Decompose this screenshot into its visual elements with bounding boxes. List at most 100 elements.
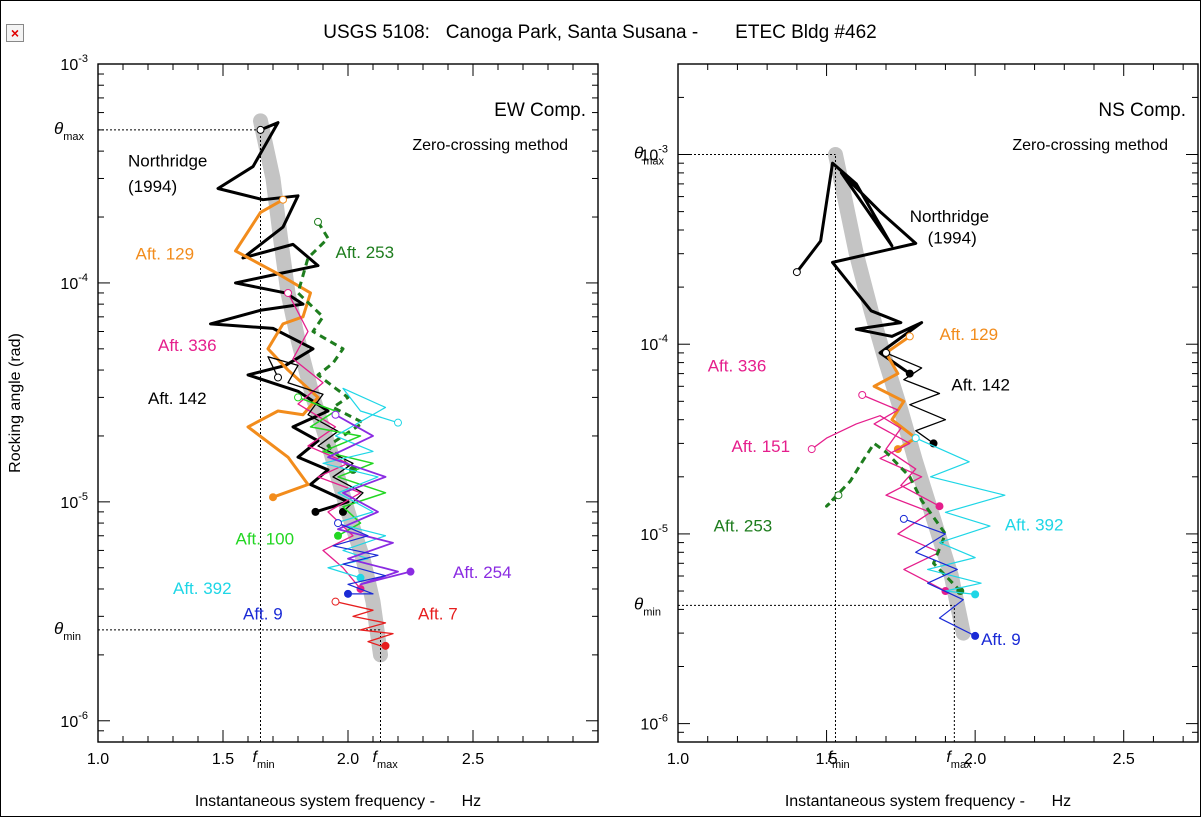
trend-band	[827, 147, 971, 641]
series-start-point	[792, 268, 801, 277]
x-marker-symbol: f	[373, 749, 379, 766]
y-marker-subscript: max	[63, 131, 84, 143]
y-tick-label: 10-4	[60, 272, 88, 293]
method-label: Zero-crossing method	[412, 137, 568, 154]
series-start-point	[334, 519, 342, 528]
y-tick-label: 10-4	[640, 333, 668, 354]
series-start-point	[274, 373, 282, 382]
x-axis-label: Instantaneous system frequency - Hz	[785, 793, 1071, 810]
x-marker-subscript: min	[832, 759, 850, 771]
x-tick-label: 2.0	[337, 751, 359, 768]
x-tick-label: 2.5	[462, 751, 484, 768]
y-marker-symbol: θ	[634, 594, 644, 613]
y-tick-exponent: -6	[658, 713, 668, 725]
y-marker-label: θmin	[54, 619, 81, 643]
y-tick-exponent: -3	[78, 53, 88, 65]
x-tick-label: 1.0	[667, 751, 689, 768]
series-label: Aft. 129	[136, 244, 195, 263]
series-start-point	[279, 195, 287, 204]
series-line	[335, 601, 394, 647]
y-tick-base: 10	[640, 337, 658, 354]
series-start-point	[858, 390, 867, 399]
y-marker-symbol: θ	[54, 119, 64, 138]
series-line	[322, 387, 399, 579]
x-marker-symbol: f	[946, 749, 952, 766]
x-marker-subscript: min	[257, 759, 275, 771]
x-marker-label: fmax	[946, 749, 972, 771]
y-marker-label: θmax	[634, 144, 665, 168]
series-line	[297, 396, 387, 537]
close-icon[interactable]: ×	[6, 24, 24, 42]
series-line	[811, 415, 940, 507]
y-tick-label: 10-6	[60, 710, 88, 731]
x-tick-label: 1.0	[87, 751, 109, 768]
series-end-point	[269, 493, 277, 502]
trend-band	[253, 113, 388, 663]
series-label: Aft. 9	[243, 605, 283, 624]
series-label: Aft. 392	[1005, 516, 1064, 535]
y-tick-label: 10-5	[640, 523, 668, 544]
y-tick-exponent: -3	[658, 144, 668, 156]
x-marker-symbol: f	[827, 749, 833, 766]
series-start-point	[331, 597, 340, 606]
series-end-point	[935, 502, 944, 511]
series-end-point	[381, 641, 390, 650]
y-marker-label: θmin	[634, 594, 661, 618]
series-line	[915, 437, 1006, 595]
series-line	[209, 121, 350, 514]
y-tick-label: 10-3	[640, 144, 668, 165]
series-start-point	[899, 514, 908, 523]
series-label: Aft. 100	[236, 529, 295, 548]
series-start-point	[314, 217, 322, 226]
series-start-point	[256, 125, 265, 134]
series-label: (1994)	[928, 228, 977, 247]
series-label: Aft. 151	[731, 437, 790, 456]
x-tick-label: 2.5	[1113, 751, 1135, 768]
series-line	[267, 356, 364, 513]
x-marker-label: fmax	[373, 749, 399, 771]
y-tick-base: 10	[640, 148, 658, 165]
y-tick-base: 10	[60, 495, 78, 512]
series-start-point	[882, 348, 890, 357]
x-tick-label: 2.0	[964, 751, 986, 768]
series-label: Aft. 392	[173, 579, 232, 598]
x-marker-label: fmin	[253, 749, 275, 771]
y-axis-label: Rocking angle (rad)	[7, 333, 24, 473]
y-tick-base: 10	[640, 527, 658, 544]
method-label: Zero-crossing method	[1012, 137, 1168, 154]
y-marker-subscript: min	[63, 631, 81, 643]
series-start-point	[807, 445, 816, 454]
y-tick-base: 10	[60, 57, 78, 74]
y-tick-exponent: -5	[658, 523, 668, 535]
series-start-point	[294, 393, 302, 402]
series-label: (1994)	[128, 177, 177, 196]
series-end-point	[971, 631, 980, 640]
x-marker-symbol: f	[253, 749, 259, 766]
component-label: EW Comp.	[494, 100, 586, 121]
ns-chart: 10-610-510-410-31.0 1.5 2.0 2.5Instantaneou…	[634, 63, 1199, 810]
series-end-point	[406, 567, 415, 576]
series-label: Northridge	[128, 152, 207, 171]
y-marker-subscript: max	[643, 156, 664, 168]
series-line	[861, 394, 946, 592]
x-tick-label: 1.5	[212, 751, 234, 768]
y-marker-symbol: θ	[54, 619, 64, 638]
series-end-point	[344, 589, 352, 598]
series-label: Aft. 253	[336, 243, 395, 262]
figure-title: USGS 5108: Canoga Park, Santa Susana - E…	[323, 22, 876, 43]
x-marker-subscript: max	[377, 759, 398, 771]
series-line	[903, 518, 976, 637]
series-label: Aft. 336	[158, 336, 217, 355]
series-line	[332, 522, 387, 595]
series-label: Aft. 7	[418, 605, 458, 624]
plot-frame	[677, 63, 1199, 743]
x-axis-label: Instantaneous system frequency - Hz	[195, 793, 481, 810]
y-tick-exponent: -5	[78, 491, 88, 503]
series-start-point	[834, 491, 843, 500]
x-marker-subscript: max	[951, 759, 972, 771]
ew-chart: 10-610-510-410-31.0 1.5 2.0 2.5Instantaneou…	[7, 53, 599, 810]
series-label: Aft. 254	[453, 563, 512, 582]
y-marker-subscript: min	[643, 606, 661, 618]
